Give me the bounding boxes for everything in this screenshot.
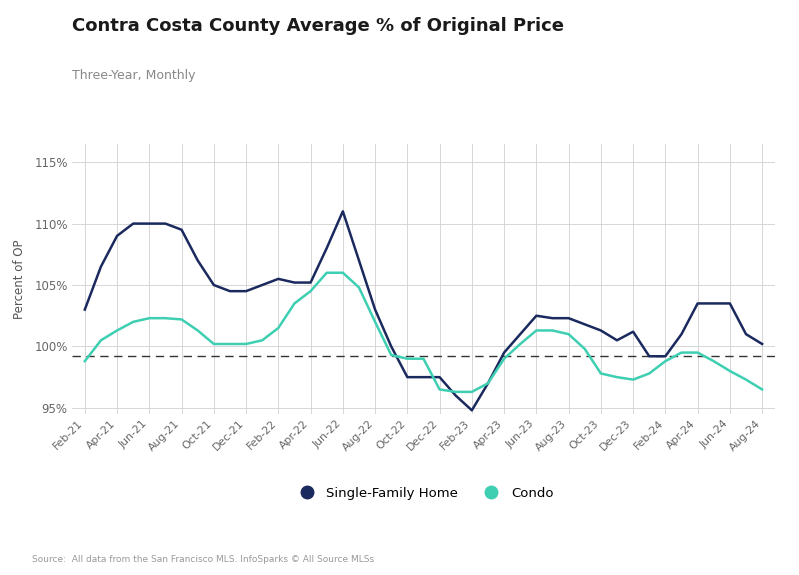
Text: Three-Year, Monthly: Three-Year, Monthly <box>72 69 196 82</box>
Text: Contra Costa County Average % of Original Price: Contra Costa County Average % of Origina… <box>72 17 564 35</box>
Y-axis label: Percent of OP: Percent of OP <box>13 239 26 319</box>
Legend: Single-Family Home, Condo: Single-Family Home, Condo <box>288 482 559 505</box>
Text: Source:  All data from the San Francisco MLS. InfoSparks © All Source MLSs: Source: All data from the San Francisco … <box>32 554 374 564</box>
